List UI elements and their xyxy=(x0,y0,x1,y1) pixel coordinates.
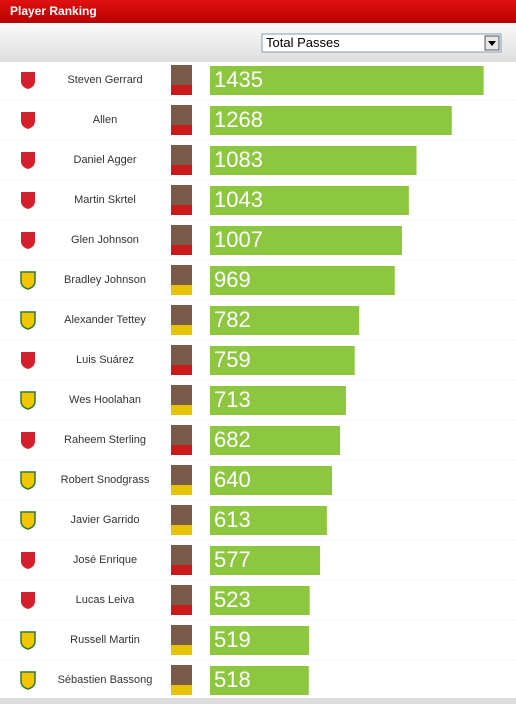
bar xyxy=(210,346,355,375)
club-badge xyxy=(21,72,35,89)
bar xyxy=(210,386,346,415)
value-label: 1268 xyxy=(214,107,263,132)
value-label: 1043 xyxy=(214,187,263,212)
club-badge xyxy=(21,152,35,169)
club-badge xyxy=(20,391,36,410)
bar xyxy=(210,426,341,455)
player-shirt xyxy=(171,85,192,95)
value-label: 759 xyxy=(214,347,251,372)
bar xyxy=(210,266,395,295)
value-label: 640 xyxy=(214,467,251,492)
title: Player Ranking xyxy=(10,4,97,18)
player-shirt xyxy=(171,645,192,655)
player-name: Glen Johnson xyxy=(71,234,139,246)
dropdown[interactable] xyxy=(261,33,502,53)
bar xyxy=(210,666,309,695)
player-name: Allen xyxy=(93,114,117,126)
player-name: Alexander Tettey xyxy=(64,314,146,326)
bar xyxy=(210,586,310,615)
footer xyxy=(0,698,516,704)
club-badge xyxy=(21,352,35,369)
club-badge xyxy=(20,631,36,650)
club-badge xyxy=(21,112,35,129)
club-badge xyxy=(21,592,35,609)
header xyxy=(0,0,516,23)
player-name: Bradley Johnson xyxy=(64,274,146,286)
club-badge xyxy=(20,511,36,530)
bar xyxy=(210,106,452,135)
player-shirt xyxy=(171,365,192,375)
club-badge xyxy=(21,432,35,449)
club-badge xyxy=(21,232,35,249)
player-shirt xyxy=(171,605,192,615)
player-shirt xyxy=(171,525,192,535)
value-label: 713 xyxy=(214,387,251,412)
value-label: 613 xyxy=(214,507,251,532)
club-badge xyxy=(21,192,35,209)
value-label: 523 xyxy=(214,587,251,612)
player-shirt xyxy=(171,165,192,175)
value-label: 682 xyxy=(214,427,251,452)
player-name: Sébastien Bassong xyxy=(58,674,153,686)
dropdown-arrow xyxy=(488,41,496,46)
dropdown-value[interactable]: Total Passes xyxy=(266,35,340,50)
value-label: 518 xyxy=(214,667,251,692)
player-name: Lucas Leiva xyxy=(76,594,136,606)
player-name: Wes Hoolahan xyxy=(69,394,141,406)
player-shirt xyxy=(171,405,192,415)
player-shirt xyxy=(171,685,192,695)
club-badge xyxy=(21,552,35,569)
player-name: Robert Snodgrass xyxy=(61,474,150,486)
player-name: Daniel Agger xyxy=(74,154,137,166)
club-badge xyxy=(20,311,36,330)
player-name: Luis Suárez xyxy=(76,354,134,366)
player-name: Martin Skrtel xyxy=(74,194,136,206)
value-label: 1083 xyxy=(214,147,263,172)
player-shirt xyxy=(171,205,192,215)
player-shirt xyxy=(171,245,192,255)
club-badge xyxy=(20,671,36,690)
bar xyxy=(210,186,409,215)
player-name: José Enrique xyxy=(73,554,137,566)
bar xyxy=(210,506,327,535)
value-label: 969 xyxy=(214,267,251,292)
value-label: 1007 xyxy=(214,227,263,252)
player-shirt xyxy=(171,125,192,135)
bar xyxy=(210,626,309,655)
club-badge xyxy=(20,271,36,290)
player-name: Javier Garrido xyxy=(70,514,139,526)
player-name: Raheem Sterling xyxy=(64,434,146,446)
bar xyxy=(210,546,321,575)
player-shirt xyxy=(171,445,192,455)
bar xyxy=(210,66,484,95)
player-name: Russell Martin xyxy=(70,634,140,646)
player-shirt xyxy=(171,485,192,495)
bar xyxy=(210,146,417,175)
value-label: 1435 xyxy=(214,67,263,92)
value-label: 519 xyxy=(214,627,251,652)
player-shirt xyxy=(171,565,192,575)
bar xyxy=(210,466,333,495)
player-shirt xyxy=(171,285,192,295)
player-name: Steven Gerrard xyxy=(67,74,142,86)
player-shirt xyxy=(171,325,192,335)
bar xyxy=(210,306,360,335)
rows: Steven Gerrard 1435 Allen 1268 Daniel Agger 1… xyxy=(0,65,516,695)
value-label: 782 xyxy=(214,307,251,332)
value-label: 577 xyxy=(214,547,251,572)
club-badge xyxy=(20,471,36,490)
bar xyxy=(210,226,403,255)
